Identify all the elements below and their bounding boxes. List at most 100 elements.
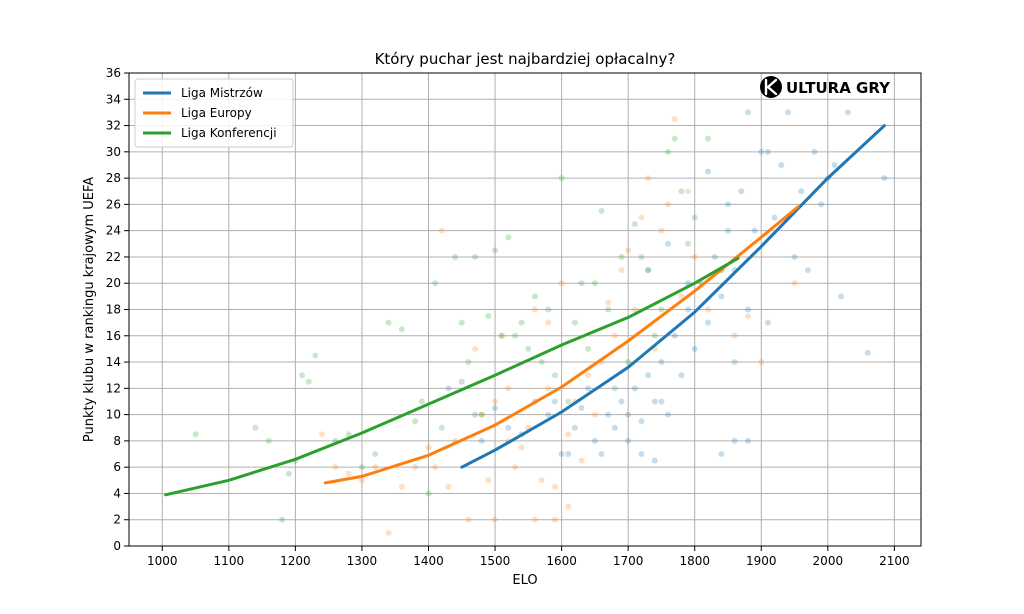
point-liga-konferencji <box>425 490 432 497</box>
x-tick-label: 1200 <box>280 554 311 568</box>
point-liga-europy <box>731 332 738 339</box>
point-liga-konferencji <box>345 431 352 438</box>
point-liga-konferencji <box>665 148 672 155</box>
point-liga-europy <box>505 385 512 392</box>
point-liga-europy <box>611 332 618 339</box>
y-tick-label: 16 <box>106 329 121 343</box>
point-liga-konferencji <box>651 332 658 339</box>
point-liga-mistrz-w <box>578 405 585 412</box>
point-liga-europy <box>498 332 505 339</box>
axis-ticks: 1000 1100 1200 1300 1400 1500 1600 1700 1800 1900… <box>106 66 910 568</box>
point-liga-europy <box>658 227 665 234</box>
point-liga-europy <box>538 477 545 484</box>
point-liga-europy <box>518 444 525 451</box>
point-liga-mistrz-w <box>605 411 612 418</box>
y-tick-label: 34 <box>106 92 121 106</box>
point-liga-konferencji <box>611 385 618 392</box>
curve-liga-europy <box>323 205 800 485</box>
point-liga-konferencji <box>671 135 678 142</box>
y-tick-label: 14 <box>106 355 121 369</box>
point-liga-mistrz-w <box>811 148 818 155</box>
point-liga-konferencji <box>645 267 652 274</box>
point-liga-europy <box>358 477 365 484</box>
x-tick-label: 1600 <box>546 554 577 568</box>
point-liga-konferencji <box>598 207 605 214</box>
point-liga-konferencji <box>691 214 698 221</box>
point-liga-europy <box>551 516 558 523</box>
point-liga-konferencji <box>192 431 199 438</box>
point-liga-europy <box>478 411 485 418</box>
logo-k-mark <box>764 78 778 96</box>
point-liga-mistrz-w <box>705 319 712 326</box>
point-liga-europy <box>465 516 472 523</box>
point-liga-konferencji <box>492 247 499 254</box>
y-tick-label: 4 <box>113 486 121 500</box>
point-liga-konferencji <box>585 345 592 352</box>
point-liga-konferencji <box>458 319 465 326</box>
point-liga-mistrz-w <box>791 253 798 260</box>
point-liga-mistrz-w <box>718 293 725 300</box>
x-tick-label: 2000 <box>813 554 844 568</box>
point-liga-mistrz-w <box>784 109 791 116</box>
x-tick-label: 1800 <box>679 554 710 568</box>
point-liga-konferencji <box>551 372 558 379</box>
point-liga-europy <box>591 411 598 418</box>
point-liga-konferencji <box>631 221 638 228</box>
point-liga-konferencji <box>571 319 578 326</box>
point-liga-konferencji <box>565 398 572 405</box>
point-liga-konferencji <box>472 253 479 260</box>
point-liga-mistrz-w <box>505 424 512 431</box>
point-liga-europy <box>485 477 492 484</box>
legend-label: Liga Europy <box>181 106 252 120</box>
point-liga-mistrz-w <box>731 437 738 444</box>
point-liga-mistrz-w <box>744 109 751 116</box>
point-liga-europy <box>531 516 538 523</box>
point-liga-konferencji <box>252 424 259 431</box>
point-liga-mistrz-w <box>665 240 672 247</box>
point-liga-europy <box>385 529 392 536</box>
point-liga-europy <box>551 483 558 490</box>
point-liga-europy <box>319 431 326 438</box>
y-axis-label: Punkty klubu w rankingu krajowym UEFA <box>82 177 97 442</box>
point-liga-europy <box>412 464 419 471</box>
point-liga-mistrz-w <box>744 306 751 313</box>
point-liga-mistrz-w <box>705 168 712 175</box>
legend-label: Liga Mistrzów <box>181 86 263 100</box>
point-liga-konferencji <box>485 313 492 320</box>
point-liga-europy <box>645 175 652 182</box>
point-liga-europy <box>398 483 405 490</box>
point-liga-mistrz-w <box>645 372 652 379</box>
point-liga-mistrz-w <box>658 398 665 405</box>
point-liga-konferencji <box>658 306 665 313</box>
point-liga-europy <box>631 306 638 313</box>
point-liga-konferencji <box>478 411 485 418</box>
point-liga-konferencji <box>705 135 712 142</box>
point-liga-europy <box>625 247 632 254</box>
y-tick-label: 18 <box>106 303 121 317</box>
point-liga-konferencji <box>558 175 565 182</box>
point-liga-mistrz-w <box>645 267 652 274</box>
y-tick-label: 10 <box>106 408 121 422</box>
point-liga-mistrz-w <box>818 201 825 208</box>
point-liga-europy <box>665 201 672 208</box>
x-tick-label: 1400 <box>413 554 444 568</box>
point-liga-konferencji <box>605 306 612 313</box>
point-liga-mistrz-w <box>651 398 658 405</box>
point-liga-konferencji <box>412 418 419 425</box>
point-liga-mistrz-w <box>724 227 731 234</box>
point-liga-mistrz-w <box>691 345 698 352</box>
point-liga-konferencji <box>545 306 552 313</box>
point-liga-konferencji <box>498 332 505 339</box>
logo-text: ULTURA GRY <box>786 79 891 97</box>
point-liga-mistrz-w <box>571 424 578 431</box>
legend-box <box>134 78 294 148</box>
x-tick-label: 1500 <box>480 554 511 568</box>
point-liga-mistrz-w <box>665 411 672 418</box>
point-liga-mistrz-w <box>492 405 499 412</box>
point-liga-konferencji <box>678 188 685 195</box>
point-liga-mistrz-w <box>881 175 888 182</box>
point-liga-europy <box>578 457 585 464</box>
point-liga-europy <box>425 444 432 451</box>
logo: ULTURA GRY <box>760 76 891 98</box>
